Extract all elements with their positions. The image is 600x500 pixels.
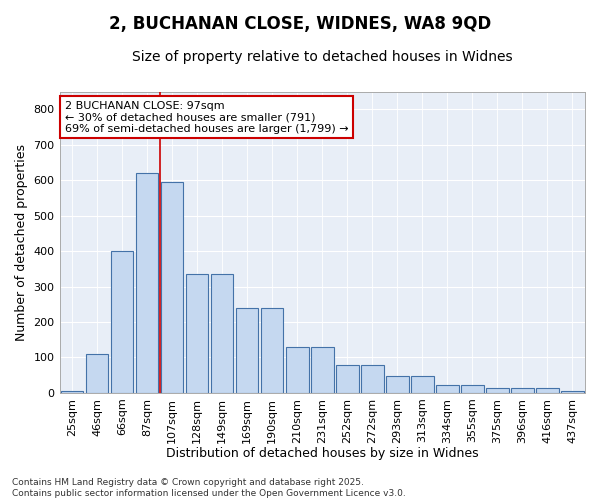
Bar <box>336 365 359 393</box>
Bar <box>86 354 109 393</box>
Bar <box>411 376 434 393</box>
Bar <box>486 388 509 393</box>
Text: Contains HM Land Registry data © Crown copyright and database right 2025.
Contai: Contains HM Land Registry data © Crown c… <box>12 478 406 498</box>
Bar <box>436 385 458 393</box>
Bar <box>161 182 184 393</box>
Bar <box>536 388 559 393</box>
Title: Size of property relative to detached houses in Widnes: Size of property relative to detached ho… <box>132 50 512 64</box>
X-axis label: Distribution of detached houses by size in Widnes: Distribution of detached houses by size … <box>166 447 479 460</box>
Bar <box>286 347 308 393</box>
Bar <box>236 308 259 393</box>
Bar <box>561 391 584 393</box>
Bar <box>511 388 534 393</box>
Text: 2, BUCHANAN CLOSE, WIDNES, WA8 9QD: 2, BUCHANAN CLOSE, WIDNES, WA8 9QD <box>109 15 491 33</box>
Bar <box>361 365 383 393</box>
Text: 2 BUCHANAN CLOSE: 97sqm
← 30% of detached houses are smaller (791)
69% of semi-d: 2 BUCHANAN CLOSE: 97sqm ← 30% of detache… <box>65 100 349 134</box>
Bar <box>111 251 133 393</box>
Bar <box>261 308 283 393</box>
Y-axis label: Number of detached properties: Number of detached properties <box>15 144 28 340</box>
Bar <box>311 347 334 393</box>
Bar <box>186 274 208 393</box>
Bar <box>61 391 83 393</box>
Bar <box>386 376 409 393</box>
Bar <box>211 274 233 393</box>
Bar <box>461 385 484 393</box>
Bar <box>136 173 158 393</box>
